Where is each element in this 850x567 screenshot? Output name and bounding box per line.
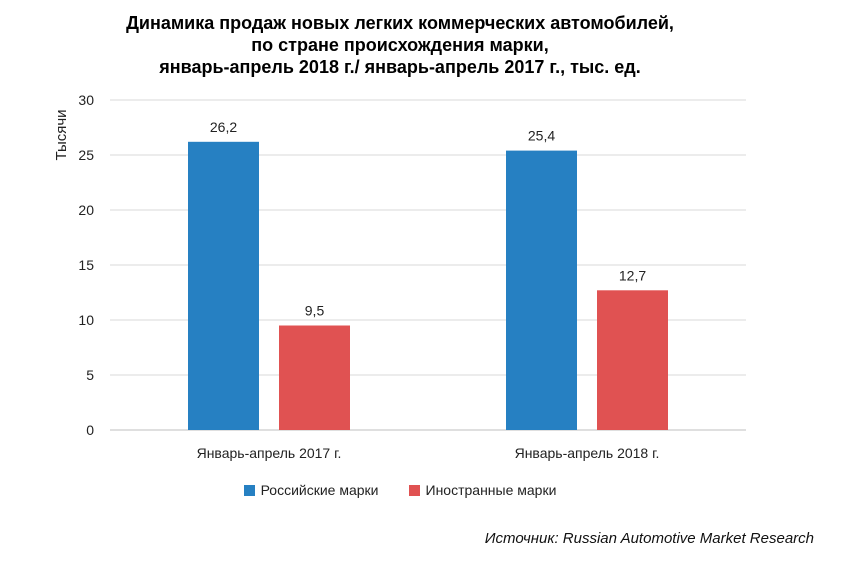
chart-title-line-3: январь-апрель 2018 г./ январь-апрель 201…	[159, 57, 641, 77]
data-label-russian-2: 25,4	[528, 128, 555, 144]
x-category-label-2: Январь-апрель 2018 г.	[515, 445, 660, 461]
chart-title-line-1: Динамика продаж новых легких коммерчески…	[126, 13, 674, 33]
data-label-foreign-2: 12,7	[619, 267, 646, 283]
legend-label-foreign: Иностранные марки	[425, 482, 557, 498]
legend-item-foreign: Иностранные марки	[408, 482, 557, 498]
legend: Российские марки Иностранные марки	[0, 482, 800, 498]
data-label-foreign-1: 9,5	[305, 303, 325, 319]
data-label-russian-1: 26,2	[210, 119, 237, 135]
legend-swatch-foreign	[408, 484, 420, 496]
y-tick-label-15: 15	[78, 257, 94, 273]
y-tick-label-10: 10	[78, 312, 94, 328]
y-tick-label-5: 5	[86, 367, 94, 383]
y-tick-label-20: 20	[78, 202, 94, 218]
x-category-label-1: Январь-апрель 2017 г.	[197, 445, 342, 461]
source-note: Источник: Russian Automotive Market Rese…	[484, 530, 814, 547]
bar-russian-1	[188, 141, 259, 431]
bar-russian-2	[506, 150, 577, 430]
y-tick-label-0: 0	[86, 422, 94, 438]
chart-title-line-2: по стране происхождения марки,	[251, 35, 549, 55]
y-tick-label-30: 30	[78, 92, 94, 108]
bar-foreign-2	[597, 290, 668, 430]
legend-label-russian: Российские марки	[260, 482, 379, 498]
y-axis-title: Тысячи	[53, 109, 70, 160]
chart-title: Динамика продаж новых легких коммерчески…	[0, 12, 800, 78]
bar-foreign-1	[279, 325, 350, 430]
y-tick-label-25: 25	[78, 147, 94, 163]
legend-swatch-russian	[243, 484, 255, 496]
legend-item-russian: Российские марки	[243, 482, 379, 498]
